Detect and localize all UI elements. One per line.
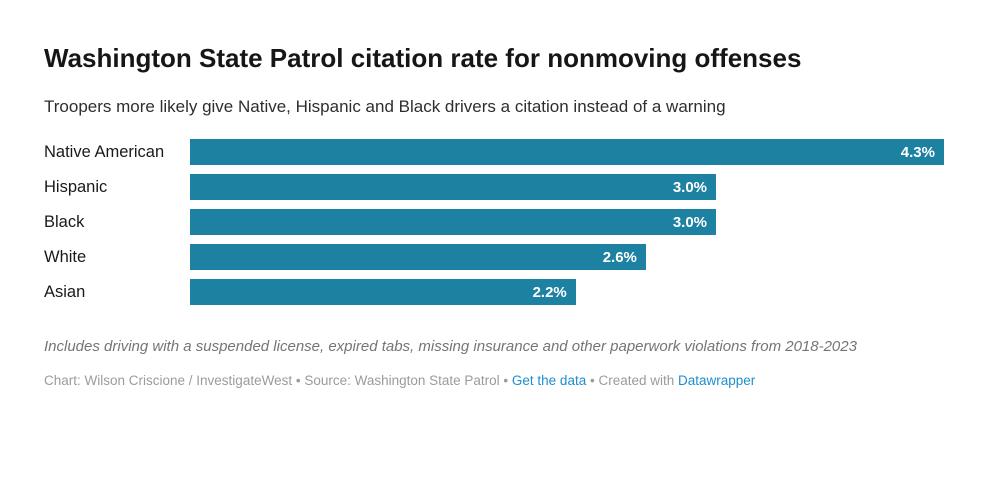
bar-chart: Native American 4.3% Hispanic 3.0% Black 3.0%… xyxy=(44,139,944,305)
bar: 4.3% xyxy=(190,139,944,165)
get-the-data-link[interactable]: Get the data xyxy=(511,373,587,388)
chart-subtitle: Troopers more likely give Native, Hispan… xyxy=(44,97,726,116)
category-label: Asian xyxy=(44,282,86,301)
bar-track: 4.3% xyxy=(190,139,944,165)
bar-value-label: 3.0% xyxy=(672,213,708,231)
category-label: Native American xyxy=(44,142,165,161)
chart-row: Black 3.0% xyxy=(44,209,944,235)
bar-value-label: 2.2% xyxy=(532,283,567,301)
bar: 2.2% xyxy=(190,279,576,305)
bar-value-label: 4.3% xyxy=(900,143,935,161)
bar-track: 2.6% xyxy=(190,244,944,270)
credits-byline-source: Chart: Wilson Criscione / InvestigateWes… xyxy=(44,373,512,388)
bar: 3.0% xyxy=(190,209,717,235)
chart-row: White 2.6% xyxy=(44,244,944,270)
credits-created-with: • Created with xyxy=(586,373,678,388)
bar: 2.6% xyxy=(190,244,646,270)
chart-footnote: Includes driving with a suspended licens… xyxy=(44,338,857,355)
category-label: Black xyxy=(44,212,85,231)
chart-title: Washington State Patrol citation rate fo… xyxy=(44,43,802,73)
credits-line: Chart: Wilson Criscione / InvestigateWes… xyxy=(44,372,944,390)
category-label: Hispanic xyxy=(44,177,108,196)
chart-row: Native American 4.3% xyxy=(44,139,944,165)
bar-track: 3.0% xyxy=(190,209,944,235)
datawrapper-link[interactable]: Datawrapper xyxy=(677,373,756,388)
bar-value-label: 3.0% xyxy=(672,178,708,196)
chart-row: Hispanic 3.0% xyxy=(44,174,944,200)
chart-row: Asian 2.2% xyxy=(44,279,944,305)
bar-track: 3.0% xyxy=(190,174,944,200)
bar-track: 2.2% xyxy=(190,279,944,305)
bar-value-label: 2.6% xyxy=(602,248,637,266)
category-label: White xyxy=(44,247,87,266)
bar: 3.0% xyxy=(190,174,717,200)
